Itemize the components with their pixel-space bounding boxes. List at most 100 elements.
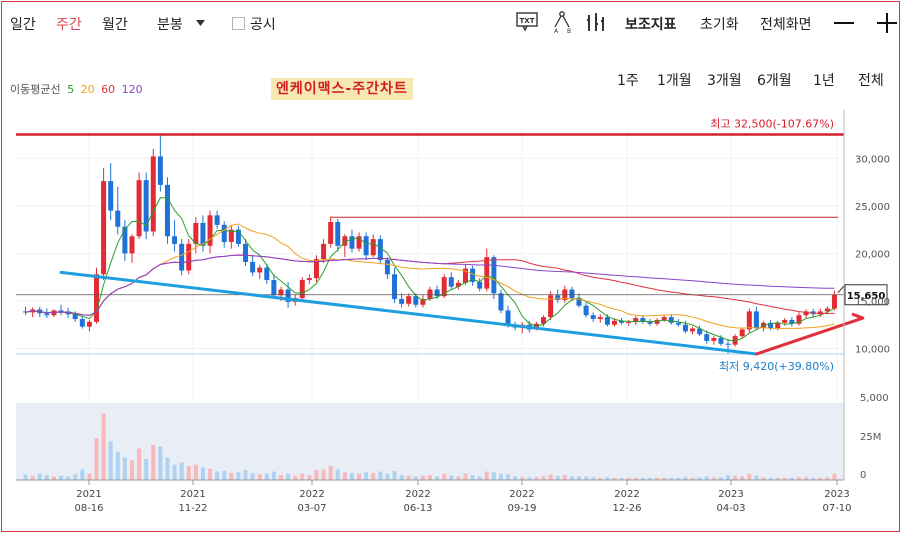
period-1y[interactable]: 1년	[813, 73, 835, 89]
volume-bar	[264, 473, 269, 480]
volume-bar	[222, 470, 227, 480]
tab-daily[interactable]: 일간	[10, 17, 36, 33]
candle	[186, 243, 192, 271]
volume-bar	[208, 468, 213, 480]
candle	[611, 320, 617, 325]
disclosure-checkbox[interactable]	[232, 17, 245, 30]
volume-bar	[640, 477, 645, 480]
plus-icon[interactable]	[876, 12, 898, 34]
candle	[349, 236, 355, 249]
fullscreen-button[interactable]: 전체화면	[760, 17, 812, 33]
volume-bar	[442, 473, 447, 480]
candle	[789, 319, 795, 324]
reset-button[interactable]: 초기화	[700, 17, 739, 33]
volume-bar	[144, 459, 149, 480]
indicator-button[interactable]: 보조지표	[625, 17, 677, 33]
volume-bar	[179, 462, 184, 480]
candle	[150, 156, 156, 232]
bar-chart-icon[interactable]	[586, 11, 606, 33]
x-tick-year: 2022	[299, 489, 324, 500]
rising-trendline-ext	[851, 312, 864, 320]
candle	[79, 319, 85, 327]
candle	[86, 321, 92, 327]
x-tick-date: 11-22	[178, 503, 207, 514]
chevron-down-icon[interactable]	[196, 20, 205, 26]
volume-bar	[392, 470, 397, 480]
volume-bar	[108, 441, 113, 480]
volume-bar	[349, 473, 354, 480]
tab-minute[interactable]: 분봉	[157, 17, 183, 33]
candle	[704, 334, 710, 341]
volume-bar	[94, 438, 99, 480]
candle	[768, 322, 774, 329]
period-all[interactable]: 전체	[858, 73, 884, 89]
candle	[129, 236, 135, 254]
volume-bar	[491, 472, 496, 480]
x-tick-date: 09-19	[507, 503, 536, 514]
x-tick-date: 04-03	[716, 503, 745, 514]
volume-bar	[286, 473, 291, 480]
volume-bar	[818, 477, 823, 480]
candle	[250, 261, 256, 273]
candle	[392, 274, 398, 300]
tab-monthly[interactable]: 월간	[102, 17, 128, 33]
candle	[470, 268, 476, 282]
volume-bar	[314, 470, 319, 480]
period-6m[interactable]: 6개월	[757, 73, 792, 89]
ma60-line	[25, 254, 835, 316]
candle	[51, 310, 57, 316]
volume-bar	[697, 477, 702, 480]
drawing-tool-icon[interactable]: A B	[551, 10, 573, 34]
x-tick-date: 06-13	[403, 503, 432, 514]
volume-bar	[569, 476, 574, 480]
candle	[803, 311, 809, 316]
candle	[583, 305, 589, 316]
volume-bar	[584, 476, 589, 480]
volume-bar	[122, 457, 127, 480]
txt-icon[interactable]: TXT	[516, 12, 538, 32]
candle	[136, 180, 142, 237]
minus-icon[interactable]	[833, 14, 855, 32]
legend-label: 이동평균선	[10, 83, 61, 96]
volume-bar	[23, 474, 28, 480]
volume-bar	[44, 475, 49, 480]
volume-bar	[51, 476, 56, 480]
volume-bar	[598, 477, 603, 480]
candle	[356, 236, 362, 249]
volume-bar	[591, 477, 596, 480]
candle	[264, 267, 270, 281]
candle	[328, 222, 334, 244]
candle	[413, 296, 419, 305]
tab-weekly[interactable]: 주간	[56, 17, 82, 33]
period-3m[interactable]: 3개월	[707, 73, 742, 89]
volume-bar	[754, 475, 759, 480]
volume-bar	[364, 472, 369, 480]
volume-bar	[704, 476, 709, 480]
candle	[384, 260, 390, 275]
volume-bar	[151, 445, 156, 480]
volume-bar	[413, 476, 418, 480]
volume-bar	[335, 469, 340, 480]
candle	[675, 322, 681, 325]
volume-bar	[449, 475, 454, 480]
volume-bar	[307, 475, 312, 480]
candle	[377, 239, 383, 261]
candle	[576, 298, 582, 306]
price-tick-label: 30,000	[855, 154, 890, 165]
volume-bar	[456, 476, 461, 480]
candle	[498, 293, 504, 311]
candle	[533, 323, 539, 330]
candle	[221, 224, 227, 242]
volume-bar	[470, 475, 475, 480]
candle	[94, 274, 100, 322]
candle	[491, 257, 497, 294]
disclosure-label[interactable]: 공시	[250, 17, 276, 33]
chart-title: 엔케이맥스-주간차트	[271, 78, 413, 100]
price-tick-label: 10,000	[855, 344, 890, 355]
volume-bar	[229, 473, 234, 480]
period-1w[interactable]: 1주	[617, 73, 639, 89]
period-1m[interactable]: 1개월	[657, 73, 692, 89]
volume-bar	[278, 475, 283, 480]
